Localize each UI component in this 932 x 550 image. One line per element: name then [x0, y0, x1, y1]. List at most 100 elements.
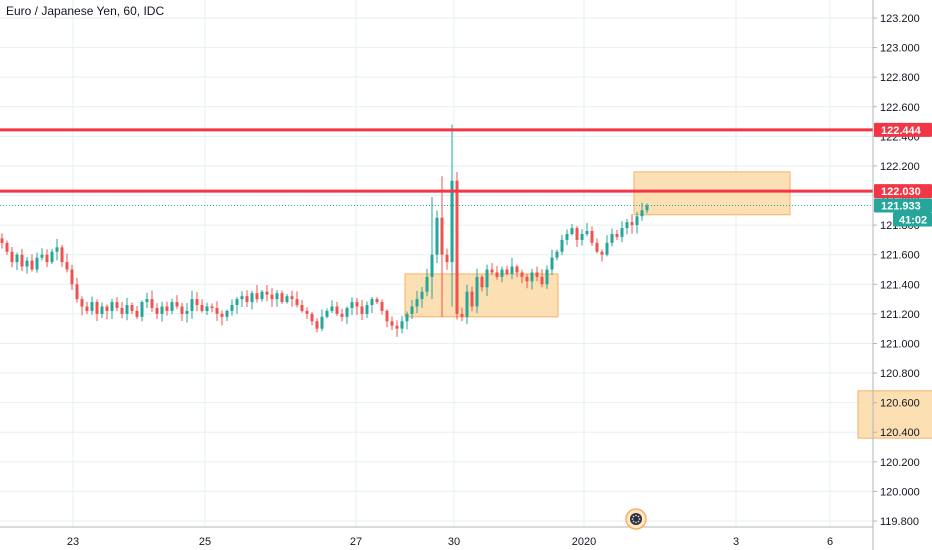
candle-body: [260, 291, 264, 300]
candle-body: [285, 296, 289, 303]
candle-body: [155, 307, 159, 314]
candle-body: [320, 316, 324, 329]
candle-body: [40, 254, 44, 258]
candle-body: [200, 305, 204, 311]
y-tick-label: 123.000: [880, 43, 920, 55]
y-tick-label: 121.600: [880, 250, 920, 262]
x-tick-label: 3: [733, 536, 739, 548]
candle-body: [425, 276, 429, 292]
candle-body: [5, 242, 9, 252]
candle-body: [85, 306, 89, 311]
candle-body: [505, 269, 509, 274]
y-tick-label: 120.600: [880, 398, 920, 410]
candle-body: [65, 262, 69, 270]
candle-body: [140, 302, 144, 317]
candle-body: [385, 310, 389, 322]
candle-body: [340, 313, 344, 317]
candle-body: [450, 180, 454, 263]
candle-body: [485, 269, 489, 288]
candle-body: [165, 306, 169, 311]
candle-body: [250, 293, 254, 303]
candle-body: [45, 254, 49, 263]
x-tick-label: 30: [448, 536, 460, 548]
candle-body: [130, 305, 134, 311]
gear-icon[interactable]: [625, 508, 647, 530]
candle-body: [520, 272, 524, 277]
candle-body: [15, 254, 19, 263]
candle-body: [465, 291, 469, 317]
x-tick-label: 23: [67, 536, 79, 548]
candle-body: [35, 257, 39, 270]
candle-body: [185, 310, 189, 314]
candle-body: [20, 254, 24, 267]
candle-body: [295, 299, 299, 306]
current-price-tag: [874, 198, 932, 213]
candle-body: [205, 306, 209, 311]
candle-body: [620, 228, 624, 237]
candle-body: [210, 306, 214, 308]
candle-body: [535, 272, 539, 277]
zone-box[interactable]: [633, 171, 791, 216]
zone-layer[interactable]: [404, 171, 932, 439]
marker-dot: [632, 520, 635, 523]
y-tick-label: 121.000: [880, 338, 920, 350]
y-tick-label: 122.800: [880, 72, 920, 84]
candle-body: [0, 238, 4, 243]
marker-dot: [635, 521, 637, 524]
candle-body: [525, 276, 529, 282]
candle-body: [490, 269, 494, 273]
candle-body: [500, 269, 504, 277]
y-tick-label: 121.400: [880, 279, 920, 291]
candle-body: [145, 299, 149, 303]
candle-body: [180, 306, 184, 314]
candle-body: [480, 276, 484, 288]
candle-body: [435, 217, 439, 255]
candle-body: [565, 233, 569, 240]
candle-body: [540, 276, 544, 285]
candles-layer: [0, 124, 649, 337]
candle-body: [475, 276, 479, 307]
candle-body: [645, 205, 649, 211]
current-price-tag-text: 121.933: [881, 200, 921, 212]
candle-body: [325, 310, 329, 317]
candle-body: [380, 302, 384, 311]
x-tick-label: 6: [827, 536, 833, 548]
candle-body: [150, 299, 154, 308]
candle-body: [360, 306, 364, 314]
candle-body: [120, 307, 124, 314]
y-tick-label: 122.600: [880, 102, 920, 114]
candle-body: [515, 266, 519, 273]
candle-body: [80, 299, 84, 307]
candle-body: [280, 293, 284, 303]
zone-box[interactable]: [857, 390, 932, 439]
candle-body: [415, 299, 419, 307]
candle-body: [305, 310, 309, 314]
candle-body: [70, 269, 74, 285]
candle-body: [545, 269, 549, 285]
candle-body: [625, 222, 629, 229]
countdown-tag: [893, 212, 932, 227]
y-tick-label: 120.000: [880, 486, 920, 498]
countdown-text: 41:02: [899, 214, 927, 226]
marker-dot: [638, 518, 641, 520]
candle-body: [350, 302, 354, 308]
candle-body: [255, 293, 259, 300]
candle-body: [160, 306, 164, 314]
candle-body: [495, 272, 499, 277]
chart-title: Euro / Japanese Yen, 60, IDC: [6, 4, 165, 18]
candle-body: [510, 266, 514, 274]
candle-body: [635, 216, 639, 226]
candle-body: [50, 251, 54, 263]
candle-body: [125, 305, 129, 314]
candle-body: [135, 310, 139, 317]
level-price-tag-text: 122.030: [881, 186, 921, 198]
candle-body: [615, 233, 619, 237]
candle-body: [245, 296, 249, 303]
candle-body: [595, 242, 599, 252]
candle-body: [445, 254, 449, 263]
candle-body: [600, 251, 604, 255]
candle-body: [190, 299, 194, 311]
levels-layer[interactable]: [0, 128, 873, 206]
